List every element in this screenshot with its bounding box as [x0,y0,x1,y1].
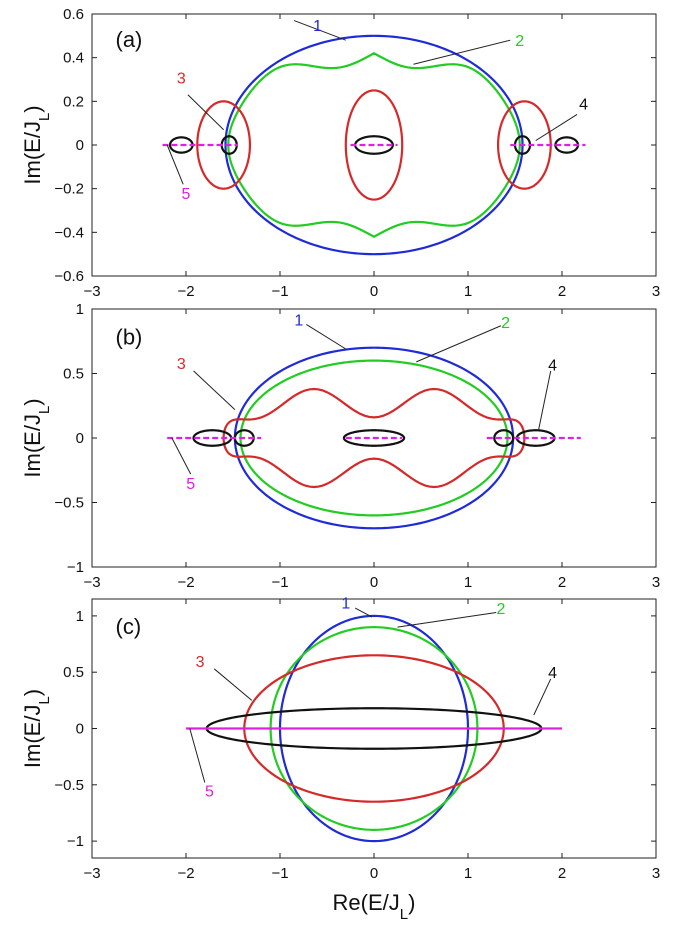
curve-4-loop-3 [168,136,194,154]
y-tick-label: −0.5 [54,495,84,512]
x-tick-label: −2 [177,283,194,300]
panel-tag: (b) [116,324,143,349]
y-tick-label: 1 [76,608,84,625]
y-tick-label: −0.6 [54,268,84,285]
leader-line-5 [166,144,184,185]
leader-line-1 [354,607,373,618]
y-tick-label: 0.2 [63,93,84,110]
series-3 [196,89,552,201]
y-axis-label: Im(E/JL) [20,105,53,184]
panel-c: −3 −2 −1 0 1 2 3 1 0.5 0 −0.5 −1 Im(E/JL) Re(E/JL) (c)… [20,595,660,922]
x-tick-label: −1 [271,283,288,300]
curve-label-1: 1 [294,312,303,329]
x-tick-label: −3 [83,283,100,300]
x-axis-label: Re(E/JL) [333,890,416,923]
curve-label-3: 3 [177,356,186,373]
plot-area [162,34,586,256]
plot-area [186,614,562,843]
y-axis-label: Im(E/JL) [20,398,53,477]
y-tick-label: 0.6 [63,6,84,23]
x-tick-label: 2 [558,574,566,591]
curve-1 [224,34,524,256]
series-4 [192,429,556,447]
curve-label-4: 4 [548,665,557,682]
leader-line-1 [306,324,347,350]
leader-line-4 [533,678,552,716]
curve-label-3: 3 [177,70,186,87]
x-tick-label: 3 [652,865,660,882]
series-1 [224,34,524,256]
leader-line-1 [293,20,346,41]
y-axis-label: Im(E/JL) [20,689,53,768]
leader-line-3 [213,668,253,701]
y-tick-label: 0 [76,430,84,447]
x-tick-label: 3 [652,574,660,591]
curve-label-5: 5 [205,783,214,800]
curve-3-loop-0 [344,89,404,201]
curve-label-2: 2 [501,315,510,332]
curve-3-loop-2 [496,100,552,190]
curve-label-2: 2 [515,33,524,50]
panel-b: −3 −2 −1 0 1 2 3 1 0.5 0 −0.5 −1 Im(E/JL) (b) 1 2 3 4 5 [20,301,660,591]
y-tick-label: 0.4 [63,50,84,67]
leader-line-5 [171,437,192,475]
leader-line-2 [416,325,502,363]
x-tick-label: −3 [83,574,100,591]
curve-label-4: 4 [548,357,557,374]
leader-line-2 [413,39,511,65]
leader-line-3 [193,370,236,410]
curve-label-5: 5 [186,476,195,493]
curve-4-loop-4 [493,429,515,447]
x-tick-label: 2 [558,283,566,300]
y-tick-label: −1 [67,559,84,576]
leader-line-4 [535,114,578,142]
x-tick-label: 3 [652,283,660,300]
curve-label-4: 4 [579,97,588,114]
x-tick-label: 2 [558,865,566,882]
y-tick-label: −0.4 [54,224,84,241]
panel-a: −3 −2 −1 0 1 2 3 0.6 0.4 0.2 0 −0.2 −0.4 −0.6 Im(E/JL)… [20,6,660,300]
leader-line-2 [397,612,497,628]
curve-4-loop-0 [342,429,406,447]
leader-line-4 [538,370,552,431]
curve-4-loop-1 [192,429,233,447]
x-tick-label: −2 [177,865,194,882]
panel-tag: (c) [116,614,142,639]
y-tick-label: 0.5 [63,664,84,681]
y-tick-label: −0.2 [54,181,84,198]
x-tick-label: 1 [464,865,472,882]
x-tick-label: 0 [370,283,378,300]
curve-label-3: 3 [196,654,205,671]
leader-line-3 [187,94,224,131]
x-tick-label: 0 [370,865,378,882]
y-tick-label: 0 [76,137,84,154]
curve-3-loop-1 [196,100,252,190]
leader-line-5 [189,728,206,783]
curve-label-1: 1 [341,595,350,612]
curve-label-5: 5 [182,186,191,203]
x-tick-label: 0 [370,574,378,591]
plot-area [167,346,581,530]
y-tick-label: 0.5 [63,366,84,383]
y-tick-label: 1 [76,301,84,318]
x-tick-label: 1 [464,574,472,591]
curve-label-1: 1 [313,18,322,35]
x-tick-label: −1 [271,574,288,591]
x-tick-label: −3 [83,865,100,882]
y-tick-label: −0.5 [54,777,84,794]
x-tick-label: −1 [271,865,288,882]
curve-label-2: 2 [496,601,505,618]
panel-tag: (a) [116,27,143,52]
x-tick-label: 1 [464,283,472,300]
x-tick-label: −2 [177,574,194,591]
y-tick-label: 0 [76,721,84,738]
y-tick-label: −1 [67,833,84,850]
